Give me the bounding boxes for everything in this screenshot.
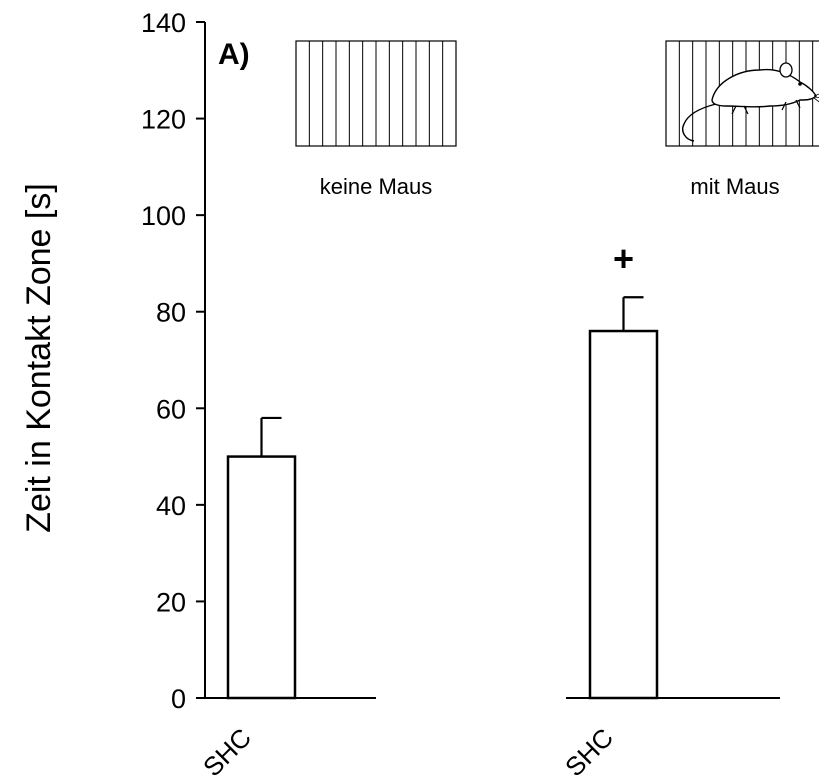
bar-mit-maus xyxy=(588,329,659,700)
y-tick-label: 100 xyxy=(141,201,186,231)
mouse-icon xyxy=(682,62,819,142)
y-tick-label: 140 xyxy=(141,8,186,38)
bar-keine-maus xyxy=(226,455,297,700)
condition-label-keine-maus: keine Maus xyxy=(320,174,433,199)
significance-marker: + xyxy=(613,238,634,279)
y-tick-label: 120 xyxy=(141,105,186,135)
y-tick-label: 60 xyxy=(156,394,186,424)
category-label-left: SHC xyxy=(197,722,257,782)
y-tick-label: 0 xyxy=(171,684,186,714)
empty-cage-icon xyxy=(295,40,457,147)
y-ticks: 0 20 40 60 80 100 120 140 xyxy=(141,8,205,714)
y-axis-label: Zeit in Kontakt Zone [s] xyxy=(20,183,58,533)
y-tick-label: 20 xyxy=(156,587,186,617)
y-tick-label: 80 xyxy=(156,298,186,328)
category-label-right: SHC xyxy=(559,722,619,782)
condition-label-mit-maus: mit Maus xyxy=(690,174,779,199)
panel-label: A) xyxy=(218,38,250,71)
mouse-in-cage-icon xyxy=(665,40,819,147)
y-tick-label: 40 xyxy=(156,491,186,521)
